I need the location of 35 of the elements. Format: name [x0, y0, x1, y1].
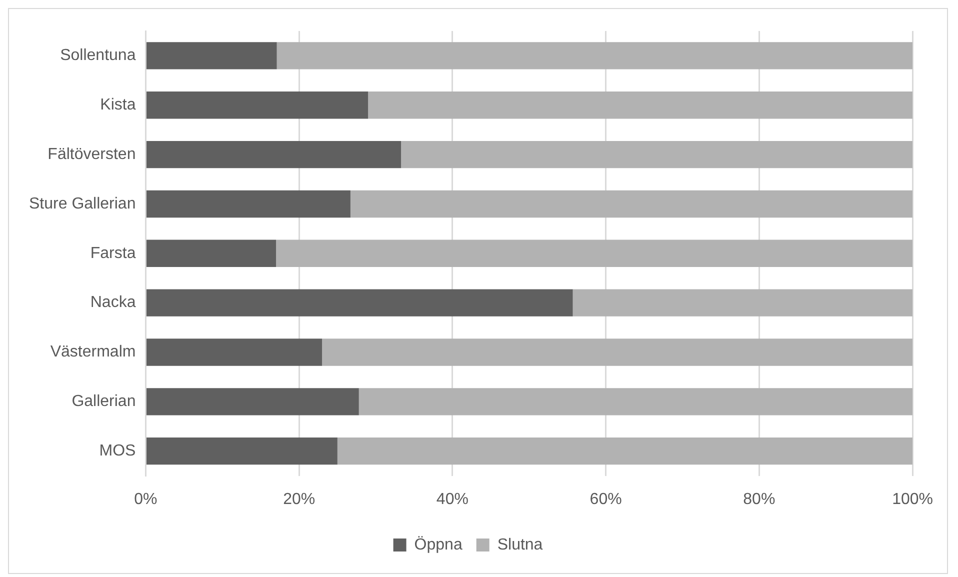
bar	[146, 338, 322, 366]
y-tick-label: Sollentuna	[60, 47, 136, 64]
legend-label: Öppna	[414, 535, 462, 554]
bar	[146, 388, 359, 416]
y-tick-label: Fältöversten	[48, 146, 136, 163]
bar	[358, 388, 913, 416]
y-tick-label: Sture Gallerian	[29, 195, 136, 212]
x-tick-label: 20%	[283, 490, 316, 508]
y-tick-label: MOS	[99, 442, 136, 460]
bar	[572, 289, 913, 316]
bar	[350, 190, 913, 218]
y-tick-label: Kista	[100, 96, 136, 114]
bar	[146, 240, 276, 267]
x-tick-label: 40%	[436, 490, 468, 508]
x-tick-label: 100%	[892, 490, 933, 508]
x-tick-label: 80%	[743, 490, 776, 508]
y-tick-label: Västermalm	[50, 344, 136, 361]
x-tick-label: 0%	[134, 490, 158, 508]
bar	[146, 42, 277, 70]
bar	[146, 190, 350, 218]
y-tick-label: Farsta	[90, 244, 136, 262]
bar	[276, 42, 913, 70]
legend-label: Slutna	[497, 536, 543, 554]
bar	[401, 140, 913, 168]
bar	[146, 289, 573, 316]
y-tick-label: Nacka	[90, 294, 136, 312]
x-tick-label: 60%	[590, 490, 622, 508]
bar	[146, 92, 368, 119]
bar	[368, 92, 913, 119]
bar	[322, 338, 913, 366]
bar	[146, 140, 402, 168]
y-tick-label: Gallerian	[72, 393, 136, 410]
bar	[337, 438, 913, 465]
bar	[146, 438, 338, 465]
bar	[276, 240, 913, 267]
